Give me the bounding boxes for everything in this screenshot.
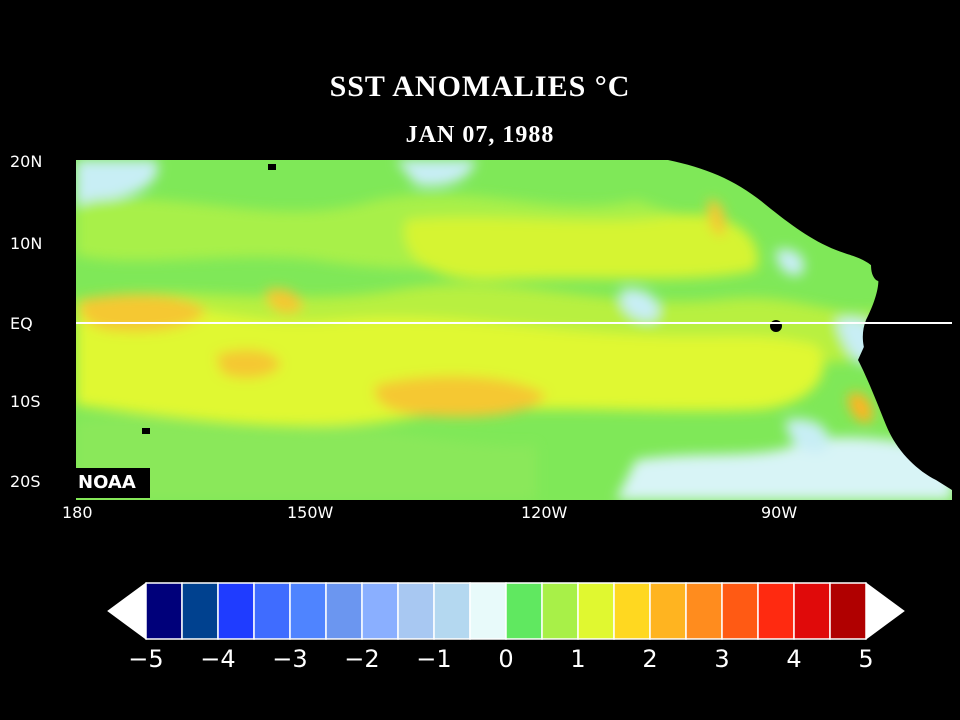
colorbar-swatch-18 — [793, 582, 831, 640]
sst-anomaly-map — [76, 160, 952, 500]
anomaly-region-13 — [620, 289, 659, 321]
colorbar-swatch-2 — [217, 582, 255, 640]
anomaly-region-12 — [396, 160, 476, 187]
colorbar-swatch-11 — [541, 582, 579, 640]
anomaly-region-19 — [786, 419, 829, 452]
colorbar-swatch-9 — [469, 582, 507, 640]
island-1 — [801, 172, 851, 186]
colorbar-swatch-17 — [757, 582, 795, 640]
anomaly-region-15 — [776, 249, 805, 276]
lat-label-20n: 20N — [10, 152, 43, 171]
lon-label-180: 180 — [62, 503, 93, 522]
lat-label-10n: 10N — [10, 234, 43, 253]
island-2 — [876, 177, 936, 189]
island-4 — [142, 428, 150, 434]
lat-label-eq: EQ — [10, 314, 33, 333]
anomaly-region-10 — [848, 392, 873, 423]
colorbar-swatch-13 — [613, 582, 651, 640]
colorbar-swatch-8 — [433, 582, 471, 640]
colorbar-swatch-5 — [325, 582, 363, 640]
noaa-credit: NOAA — [72, 468, 150, 498]
colorbar-swatch-19 — [829, 582, 867, 640]
colorbar-left-arrow — [107, 582, 147, 640]
colorbar-swatch-6 — [361, 582, 399, 640]
colorbar-tick-label: −1 — [416, 645, 452, 673]
colorbar-swatch-12 — [577, 582, 615, 640]
lon-label-90w: 90W — [761, 503, 798, 522]
colorbar-swatch-7 — [397, 582, 435, 640]
anomaly-region-3 — [76, 298, 824, 427]
map-title: SST ANOMALIES °C — [329, 70, 631, 103]
colorbar-tick-label: −2 — [344, 645, 380, 673]
map-date: JAN 07, 1988 — [405, 122, 555, 148]
colorbar-tick-label: 5 — [858, 645, 874, 673]
anomaly-region-9 — [707, 199, 726, 236]
galapagos-island — [770, 320, 782, 332]
colorbar-swatch-15 — [685, 582, 723, 640]
colorbar-swatch-16 — [721, 582, 759, 640]
island-3 — [268, 164, 276, 170]
lon-label-150w: 150W — [287, 503, 334, 522]
anomaly-region-6 — [374, 376, 546, 417]
colorbar-swatch-3 — [253, 582, 291, 640]
anomaly-region-20 — [76, 417, 536, 500]
colorbar-tick-label: −4 — [200, 645, 236, 673]
colorbar-tick-label: 2 — [642, 645, 658, 673]
lon-label-120w: 120W — [521, 503, 568, 522]
anomaly-region-8 — [266, 288, 302, 314]
colorbar-swatch-0 — [145, 582, 183, 640]
anomaly-region-4 — [404, 214, 758, 281]
colorbar-tick-label: 3 — [714, 645, 730, 673]
colorbar-tick-label: 4 — [786, 645, 802, 673]
colorbar-swatch-10 — [505, 582, 543, 640]
colorbar — [107, 582, 905, 640]
land-mass — [668, 160, 952, 490]
colorbar-swatch-14 — [649, 582, 687, 640]
colorbar-tick-label: 0 — [498, 645, 514, 673]
lat-label-20s: 20S — [10, 472, 41, 491]
colorbar-tick-label: 1 — [570, 645, 586, 673]
colorbar-right-arrow — [865, 582, 905, 640]
anomaly-region-11 — [76, 160, 158, 205]
lat-label-10s: 10S — [10, 392, 41, 411]
colorbar-tick-label: −5 — [128, 645, 164, 673]
anomaly-region-7 — [216, 349, 281, 379]
anomaly-region-18 — [616, 437, 952, 500]
colorbar-swatch-1 — [181, 582, 219, 640]
colorbar-tick-label: −3 — [272, 645, 308, 673]
colorbar-swatch-4 — [289, 582, 327, 640]
